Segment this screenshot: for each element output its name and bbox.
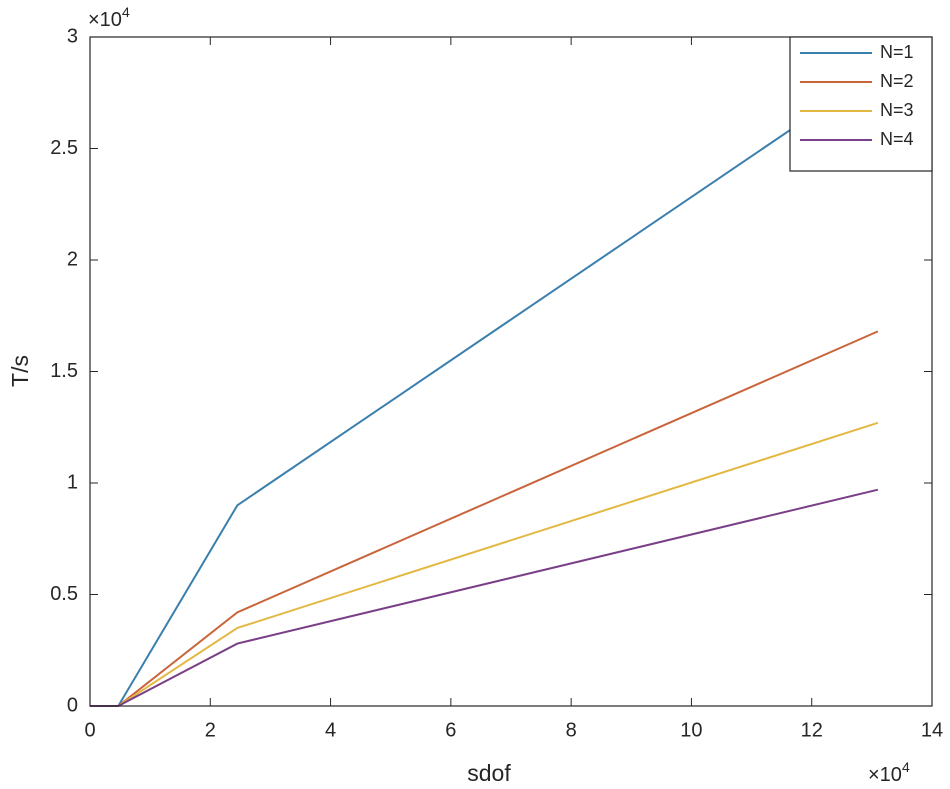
legend-label: N=4 — [880, 129, 914, 149]
legend-box — [789, 36, 933, 172]
x-tick-label: 4 — [325, 719, 336, 741]
x-tick-label: 0 — [84, 719, 95, 741]
axes-box — [89, 36, 933, 707]
y-tick-label: 2 — [67, 248, 78, 270]
legend: N=1 N=2 N=3 N=4 — [789, 36, 933, 172]
x-tick-label: 14 — [921, 719, 943, 741]
x-multiplier: ×104 — [868, 759, 910, 787]
legend-label: N=3 — [880, 100, 914, 120]
x-tick-label: 6 — [445, 719, 456, 741]
y-tick-label: 3 — [67, 25, 78, 47]
y-multiplier: ×104 — [88, 4, 130, 32]
x-tick-label: 12 — [801, 719, 823, 741]
y-multiplier-base: ×10 — [88, 9, 122, 31]
y-tick-label: 0.5 — [50, 583, 78, 605]
y-tick-label: 1 — [67, 471, 78, 493]
x-multiplier-base: ×10 — [868, 764, 902, 786]
y-tick-label: 2.5 — [50, 137, 78, 159]
legend-label: N=2 — [880, 71, 914, 91]
x-multiplier-power: 4 — [902, 759, 910, 775]
y-axis-label: T/s — [7, 355, 33, 387]
y-multiplier-power: 4 — [122, 4, 130, 20]
x-tick-label: 2 — [205, 719, 216, 741]
y-tick-label: 1.5 — [50, 360, 78, 382]
x-tick-label: 8 — [566, 719, 577, 741]
x-axis-label: sdof — [467, 760, 511, 786]
legend-label: N=1 — [880, 42, 914, 62]
x-tick-label: 10 — [680, 719, 702, 741]
y-tick-label: 0 — [67, 694, 78, 716]
